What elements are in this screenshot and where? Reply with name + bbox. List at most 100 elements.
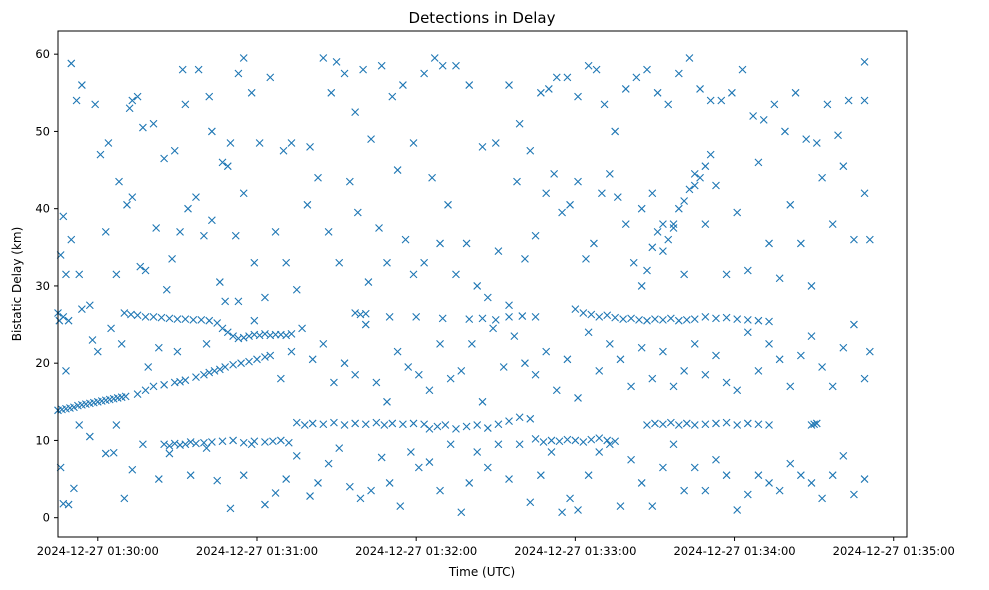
data-point <box>531 435 540 443</box>
data-point <box>221 363 230 371</box>
data-point <box>226 504 235 513</box>
data-point <box>128 465 137 474</box>
data-point <box>452 61 460 70</box>
data-point <box>483 424 492 432</box>
data-point <box>765 421 773 429</box>
data-point <box>632 73 641 82</box>
data-point <box>643 316 651 325</box>
data-point <box>865 235 874 244</box>
data-point <box>759 115 768 124</box>
data-point <box>526 414 535 423</box>
data-point <box>629 258 638 267</box>
data-point <box>218 437 227 446</box>
data-point <box>136 262 145 271</box>
data-point <box>237 359 245 368</box>
data-point <box>149 312 158 321</box>
data-point <box>598 189 606 198</box>
data-point <box>59 212 68 221</box>
data-point <box>637 282 646 290</box>
data-point <box>566 494 574 503</box>
data-point <box>234 69 243 78</box>
data-point <box>351 309 360 317</box>
data-point <box>674 69 683 78</box>
data-point <box>186 438 195 446</box>
data-point <box>314 479 322 487</box>
data-point <box>359 65 367 74</box>
data-point <box>682 419 691 428</box>
data-point <box>749 112 758 120</box>
data-point <box>701 162 710 171</box>
data-point <box>215 365 224 374</box>
data-point <box>247 440 256 449</box>
data-point <box>786 459 795 468</box>
x-tick-label: 2024-12-27 01:32:00 <box>355 544 477 558</box>
data-point <box>754 471 763 480</box>
data-point <box>444 200 452 209</box>
data-point <box>361 420 370 429</box>
data-point <box>648 243 657 252</box>
data-point <box>239 471 248 480</box>
data-point <box>62 270 70 279</box>
data-point <box>101 449 110 458</box>
data-point <box>292 418 301 427</box>
data-point <box>473 448 482 456</box>
data-point <box>412 312 421 321</box>
data-point <box>722 313 731 322</box>
data-point <box>173 347 182 356</box>
data-point <box>67 59 76 68</box>
data-point <box>685 54 694 62</box>
data-point <box>659 420 667 429</box>
data-point <box>616 355 625 364</box>
data-point <box>547 448 556 456</box>
data-point <box>733 506 742 514</box>
data-point <box>521 255 529 263</box>
data-point <box>314 173 322 182</box>
data-point <box>733 208 742 217</box>
data-point <box>308 419 317 428</box>
data-point <box>184 204 192 213</box>
x-axis-label: Time (UTC) <box>448 565 515 579</box>
data-point <box>796 239 805 248</box>
data-point <box>669 440 678 449</box>
data-point <box>433 422 442 431</box>
data-point <box>149 382 158 391</box>
data-point <box>438 314 447 323</box>
data-point <box>160 154 169 163</box>
data-point <box>234 297 243 306</box>
data-point <box>361 309 370 318</box>
data-point <box>364 278 373 286</box>
data-point <box>67 235 76 244</box>
data-point <box>696 173 704 182</box>
data-point <box>754 158 763 167</box>
data-point <box>446 374 455 383</box>
data-point <box>409 419 418 428</box>
data-point <box>590 239 598 248</box>
data-point <box>850 490 858 499</box>
data-point <box>603 436 612 445</box>
data-point <box>213 476 222 485</box>
data-point <box>743 266 752 275</box>
data-point <box>128 193 137 201</box>
data-point <box>383 397 391 406</box>
data-point <box>330 418 338 427</box>
data-point <box>239 438 248 447</box>
data-point <box>834 131 842 140</box>
data-point <box>162 285 171 294</box>
data-point <box>207 438 216 446</box>
data-point <box>425 458 434 466</box>
data-point <box>592 65 601 74</box>
data-point <box>547 436 556 445</box>
data-point <box>372 418 381 427</box>
data-point <box>298 324 306 333</box>
data-point <box>271 489 280 497</box>
data-point <box>666 418 675 427</box>
data-point <box>154 475 163 483</box>
data-point <box>399 81 407 89</box>
data-point <box>202 339 211 348</box>
data-point <box>574 506 582 514</box>
data-point <box>128 96 137 105</box>
data-point <box>287 329 296 338</box>
data-point <box>627 314 635 323</box>
data-point <box>531 312 540 321</box>
data-point <box>306 492 314 500</box>
